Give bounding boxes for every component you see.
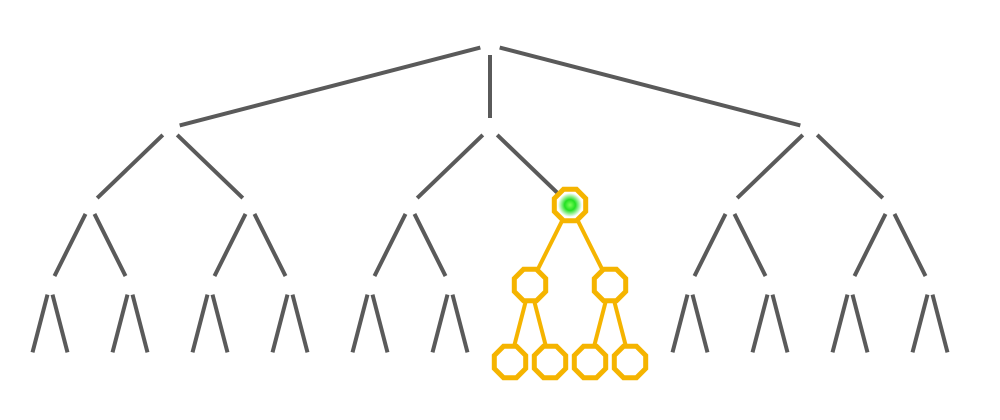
highlighted-node-1-1-1-1[interactable] xyxy=(611,343,649,381)
tree-edges xyxy=(30,45,950,353)
edge-1-1-0-1 xyxy=(532,301,548,346)
edge-1-1-0-0 xyxy=(512,301,528,346)
edge-0-0-1 xyxy=(92,213,128,277)
highlighted-node-1-1-0-0[interactable] xyxy=(491,343,529,381)
edge-0-0-1-1 xyxy=(130,294,150,353)
edge-2-1-1-0 xyxy=(910,294,930,353)
edge-1-1-1-1 xyxy=(612,301,628,346)
edge-1-0 xyxy=(415,133,485,200)
edge-0-0-1-0 xyxy=(110,294,130,353)
edge-1-1-1-0 xyxy=(592,301,608,346)
edge-1-0-1-1 xyxy=(450,294,470,353)
edge-0-0-0-0 xyxy=(30,294,50,353)
edge-2-1-0-0 xyxy=(830,294,850,353)
edge-root-to-2 xyxy=(499,45,801,128)
edge-2-0 xyxy=(735,133,805,200)
edge-2-1 xyxy=(815,133,885,200)
edge-2-1-1-1 xyxy=(930,294,950,353)
edge-0-1-0-0 xyxy=(190,294,210,353)
edge-1-1-1 xyxy=(576,220,604,270)
highlighted-node-1-1-0[interactable] xyxy=(511,266,549,304)
edge-1-0-0-1 xyxy=(370,294,390,353)
edge-0-1-1-1 xyxy=(290,294,310,353)
edge-0-0-0-1 xyxy=(50,294,70,353)
edge-2-0-0 xyxy=(692,213,728,277)
edge-1-1-0 xyxy=(536,220,564,270)
highlighted-node-1-1-1-0[interactable] xyxy=(571,343,609,381)
edge-2-1-1 xyxy=(892,213,928,277)
edge-0-0-0 xyxy=(52,213,88,277)
edge-1-1 xyxy=(495,133,565,200)
selected-node-marker xyxy=(558,193,582,217)
edge-1-0-1-0 xyxy=(430,294,450,353)
edge-0-1-0 xyxy=(212,213,248,277)
edge-2-0-1-0 xyxy=(750,294,770,353)
edge-0-1 xyxy=(175,133,245,200)
highlighted-node-1-1-1[interactable] xyxy=(591,266,629,304)
edge-0-1-0-1 xyxy=(210,294,230,353)
edge-1-0-1 xyxy=(412,213,448,277)
edge-2-0-1 xyxy=(732,213,768,277)
edge-0-1-1-0 xyxy=(270,294,290,353)
edge-root-to-0 xyxy=(179,45,481,128)
edge-2-1-0 xyxy=(852,213,888,277)
edge-2-0-0-1 xyxy=(690,294,710,353)
edge-2-0-0-0 xyxy=(670,294,690,353)
highlighted-subtree xyxy=(491,186,649,381)
edge-1-0-0 xyxy=(372,213,408,277)
edge-2-1-0-1 xyxy=(850,294,870,353)
edge-0-1-1 xyxy=(252,213,288,277)
edge-2-0-1-1 xyxy=(770,294,790,353)
edge-1-0-0-0 xyxy=(350,294,370,353)
highlighted-node-1-1-0-1[interactable] xyxy=(531,343,569,381)
edge-0-0 xyxy=(95,133,165,200)
